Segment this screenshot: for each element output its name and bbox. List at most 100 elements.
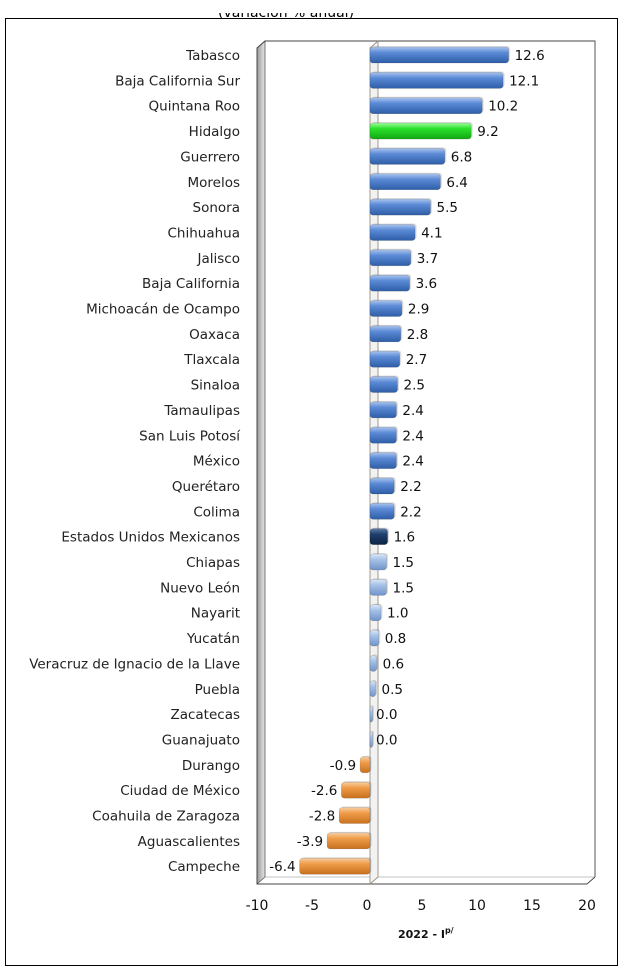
value-label: 1.5 — [393, 580, 414, 596]
category-label: San Luis Potosí — [139, 428, 241, 444]
bar — [369, 274, 410, 292]
bar — [369, 198, 431, 216]
category-label: Michoacán de Ocampo — [86, 302, 240, 318]
bar — [299, 857, 371, 875]
category-label: Sonora — [193, 200, 240, 216]
category-label: Quintana Roo — [149, 99, 240, 115]
bar — [369, 502, 395, 520]
value-label: 2.4 — [402, 454, 423, 470]
category-label: Nayarit — [191, 606, 240, 622]
value-label: 0.5 — [382, 682, 403, 698]
value-label: -0.9 — [330, 758, 356, 774]
category-label: Tamaulipas — [163, 403, 240, 419]
bar — [369, 604, 382, 622]
value-label: 2.2 — [400, 504, 421, 520]
x-tick-label: 10 — [468, 898, 486, 914]
value-label: 12.6 — [515, 48, 545, 64]
category-label: Guerrero — [180, 149, 240, 165]
category-label: Chiapas — [186, 555, 240, 571]
bar — [369, 224, 416, 241]
category-label: Coahuila de Zaragoza — [92, 809, 240, 825]
bar — [369, 72, 504, 89]
value-label: -2.8 — [309, 809, 335, 825]
value-label: 0.0 — [376, 732, 397, 748]
category-label: Puebla — [195, 682, 240, 698]
category-label: Ciudad de México — [120, 783, 240, 799]
clipped-header-text: (variación % anual) — [218, 5, 355, 21]
bar — [369, 680, 376, 698]
x-tick-label: 0 — [363, 898, 372, 914]
value-label: 1.5 — [393, 555, 414, 571]
x-tick-label: -5 — [305, 898, 319, 914]
category-label: Aguascalientes — [138, 834, 240, 850]
bar — [369, 122, 472, 140]
category-label: Oaxaca — [189, 327, 240, 343]
bar — [369, 426, 397, 444]
plot-floor-corner — [586, 876, 596, 885]
category-label: Campeche — [168, 859, 240, 875]
bar — [369, 300, 403, 317]
bar — [338, 807, 371, 824]
category-label: Querétaro — [172, 479, 240, 495]
value-label: 9.2 — [477, 124, 498, 140]
x-axis-title: 2022 - Ip/ — [398, 926, 454, 941]
value-label: 2.7 — [406, 352, 427, 368]
bar — [369, 376, 398, 393]
value-label: 0.8 — [385, 631, 406, 647]
value-label: 2.9 — [408, 302, 429, 318]
chart-frame: (variación % anual) — [5, 13, 618, 966]
category-label: Tabasco — [185, 48, 240, 64]
bar — [369, 46, 509, 64]
plot-wall-left — [256, 40, 266, 885]
bar — [359, 756, 371, 774]
value-label: 1.0 — [387, 606, 408, 622]
category-label: Guanajuato — [162, 732, 240, 748]
category-label: Estados Unidos Mexicanos — [61, 530, 240, 546]
category-label: Hidalgo — [189, 124, 240, 140]
bar — [369, 97, 483, 114]
bar — [341, 781, 371, 799]
x-tick-label: 15 — [523, 898, 541, 914]
bar — [369, 528, 388, 545]
bar — [369, 249, 412, 267]
bar — [369, 629, 380, 647]
value-label: 2.8 — [407, 327, 428, 343]
value-label: 2.2 — [400, 479, 421, 495]
value-label: 2.5 — [404, 378, 425, 394]
value-label: 12.1 — [509, 73, 539, 89]
bar — [369, 477, 395, 495]
value-label: 3.6 — [416, 276, 437, 292]
bar — [369, 173, 441, 191]
value-label: -3.9 — [297, 834, 323, 850]
category-label: Colima — [193, 504, 240, 520]
category-label: Zacatecas — [170, 707, 240, 723]
x-tick-label: -10 — [246, 898, 269, 914]
plot-border — [256, 40, 596, 884]
category-label: Baja California — [142, 276, 240, 292]
value-label: -2.6 — [311, 783, 337, 799]
category-label: Jalisco — [197, 251, 240, 267]
category-label: Veracruz de Ignacio de la Llave — [29, 656, 240, 672]
bar — [369, 655, 377, 672]
category-label: Morelos — [187, 175, 240, 191]
category-label: Sinaloa — [191, 378, 240, 394]
category-label: Chihuahua — [167, 225, 240, 241]
category-label: México — [193, 454, 240, 470]
bar — [369, 731, 373, 748]
value-label: 10.2 — [488, 99, 518, 115]
value-label: 0.0 — [376, 707, 397, 723]
value-label: 2.4 — [402, 403, 423, 419]
bar — [369, 452, 397, 469]
category-label: Tlaxcala — [183, 352, 240, 368]
x-tick-label: 20 — [578, 898, 596, 914]
value-label: 1.6 — [394, 530, 415, 546]
bar — [369, 325, 402, 343]
bar — [369, 579, 387, 596]
category-label: Durango — [182, 758, 240, 774]
bar — [369, 148, 446, 165]
value-label: 3.7 — [417, 251, 438, 267]
value-label: 2.4 — [402, 428, 423, 444]
bar — [369, 350, 401, 368]
bar — [369, 401, 397, 419]
